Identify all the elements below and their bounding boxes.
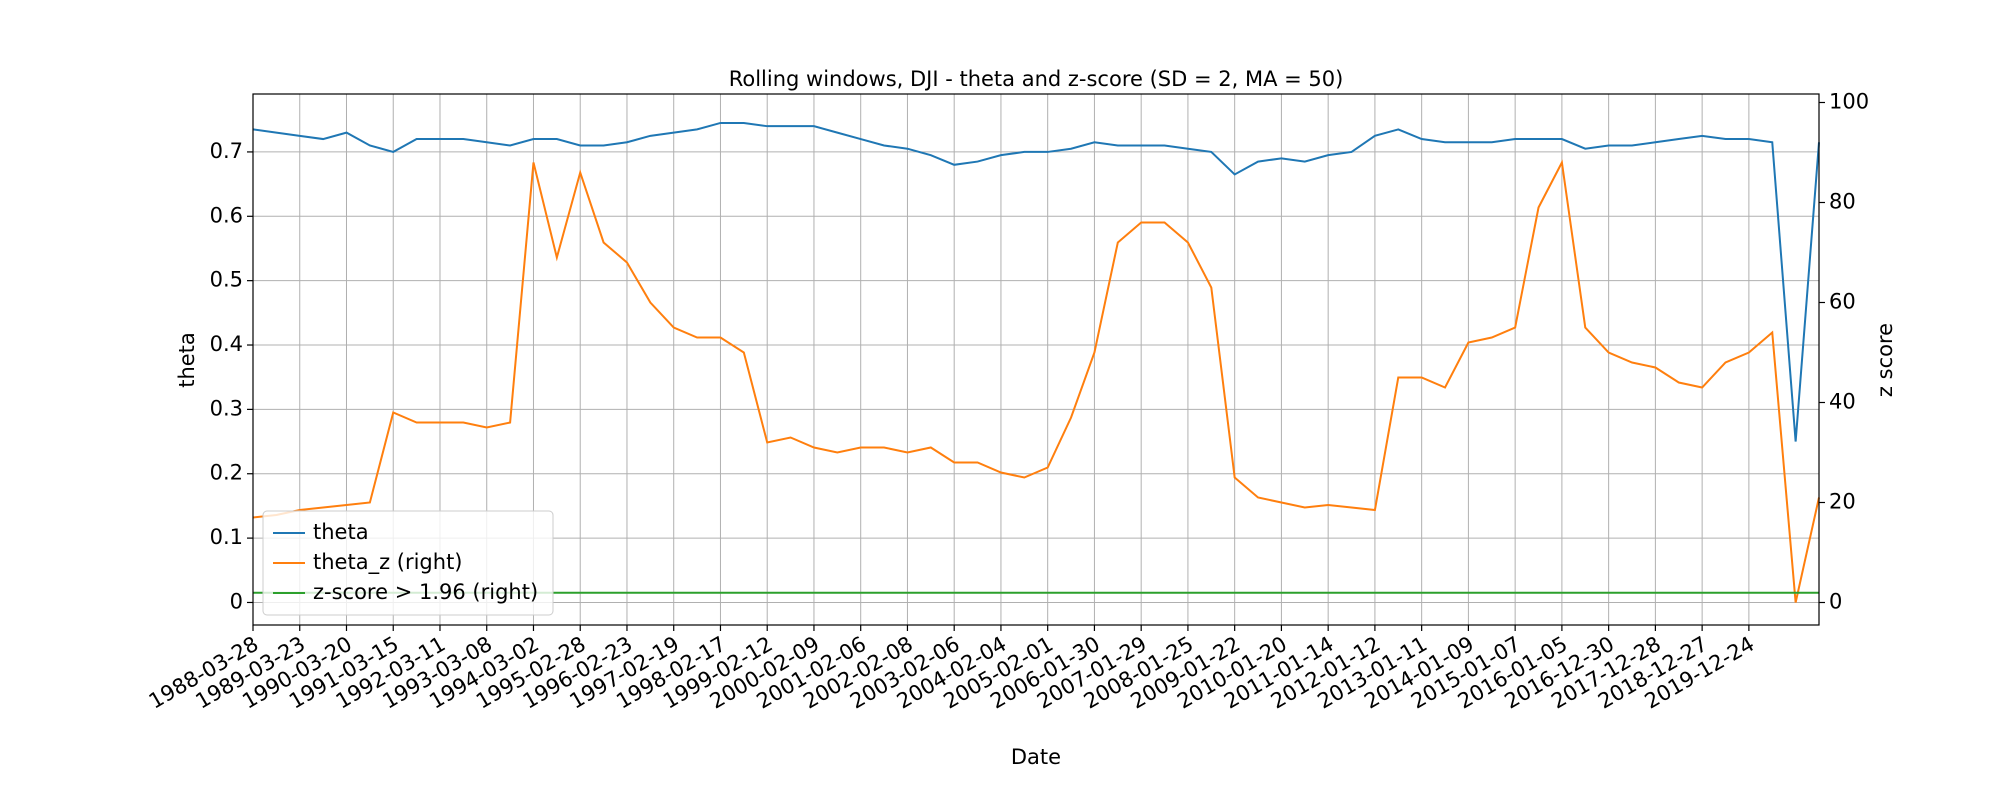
y-tick-label: 0.6: [210, 203, 243, 227]
y-tick-label: 0.1: [210, 525, 243, 549]
y-tick-label: 0: [230, 589, 243, 613]
series-line: [252, 159, 1820, 603]
legend: theta theta_z (right) z-score > 1.96 (righ…: [262, 510, 554, 616]
y2-tick-label: 100: [1829, 90, 1869, 114]
x-axis-label: Date: [1011, 745, 1061, 769]
legend-label: z-score > 1.96 (right): [313, 580, 538, 604]
y2-axis-label: z score: [1873, 323, 1897, 397]
series-line: [252, 121, 1820, 442]
legend-box: [262, 510, 554, 616]
y-axis-label: theta: [175, 332, 199, 388]
y2-tick-label: 0: [1829, 590, 1842, 614]
legend-label: theta: [313, 520, 369, 544]
y-tick-label: 0.2: [210, 461, 243, 485]
legend-label: theta_z (right): [313, 550, 463, 575]
y-tick-label: 0.7: [210, 139, 243, 163]
plot-frame: [252, 93, 1820, 626]
y-tick-label: 0.4: [210, 332, 243, 356]
chart-title: Rolling windows, DJI - theta and z-score…: [729, 67, 1344, 91]
y2-tick-label: 20: [1829, 490, 1856, 514]
y2-tick-label: 40: [1829, 390, 1856, 414]
y-tick-label: 0.5: [210, 268, 243, 292]
y2-tick-label: 60: [1829, 290, 1856, 314]
y-tick-label: 0.3: [210, 396, 243, 420]
y2-tick-label: 80: [1829, 190, 1856, 214]
